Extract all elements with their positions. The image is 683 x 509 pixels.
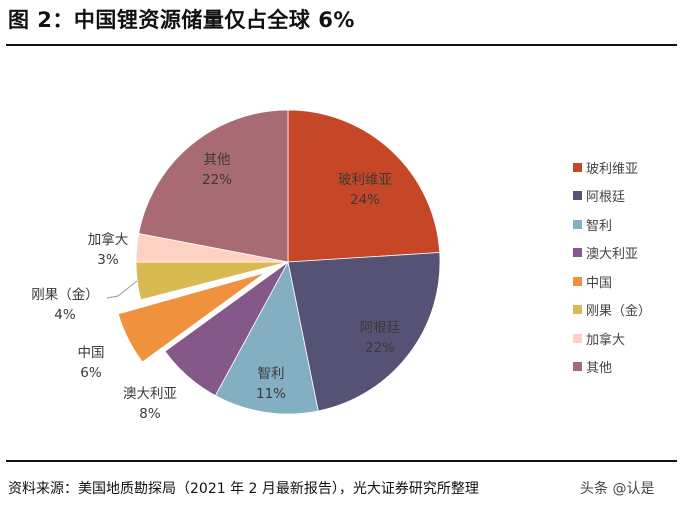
legend-item-canada: 加拿大 <box>573 324 651 353</box>
label-australia-pct: 8% <box>139 406 161 422</box>
legend-label: 其他 <box>586 361 613 377</box>
legend-item-other: 其他 <box>573 353 651 382</box>
legend-item-chile: 智利 <box>573 210 651 239</box>
chart-title: 图 2：中国锂资源储量仅占全球 6% <box>8 8 355 32</box>
chart-legend: 玻利维亚 阿根廷 智利 澳大利亚 中国 刚果（金） 加拿大 其他 <box>573 153 651 381</box>
slice-australia <box>164 261 289 397</box>
legend-label: 智利 <box>586 218 613 234</box>
label-argentina-name: 阿根廷 <box>359 320 401 336</box>
label-congo-pct: 4% <box>54 307 76 323</box>
legend-label: 加拿大 <box>586 332 626 348</box>
leader-line-congo <box>106 280 138 299</box>
slice-china <box>117 272 266 363</box>
bottom-divider <box>6 460 677 462</box>
legend-swatch <box>573 276 582 286</box>
slice-chile <box>214 260 319 415</box>
label-china-name: 中国 <box>77 345 105 361</box>
legend-swatch <box>573 248 582 258</box>
legend-swatch <box>573 219 582 229</box>
label-china-pct: 6% <box>80 365 102 381</box>
legend-swatch <box>573 362 582 372</box>
legend-label: 刚果（金） <box>586 304 652 320</box>
legend-label: 玻利维亚 <box>586 161 639 177</box>
source-note: 资料来源：美国地质勘探局（2021 年 2 月最新报告），光大证券研究所整理 <box>8 481 479 497</box>
legend-swatch <box>573 305 582 315</box>
legend-swatch <box>573 333 582 343</box>
label-canada-name: 加拿大 <box>87 232 129 248</box>
legend-label: 阿根廷 <box>586 190 626 206</box>
legend-item-china: 中国 <box>573 267 651 296</box>
label-bolivia-name: 玻利维亚 <box>338 172 392 188</box>
legend-item-australia: 澳大利亚 <box>573 239 651 268</box>
legend-label: 中国 <box>586 275 613 291</box>
label-australia-name: 澳大利亚 <box>123 386 177 402</box>
legend-item-argentina: 阿根廷 <box>573 182 651 211</box>
label-other-name: 其他 <box>203 152 231 168</box>
legend-swatch <box>573 162 582 172</box>
legend-label: 澳大利亚 <box>586 247 639 263</box>
legend-item-congo: 刚果（金） <box>573 296 651 325</box>
label-congo-name: 刚果（金） <box>31 287 99 303</box>
watermark: 头条 @认是 <box>580 481 655 497</box>
label-chile-pct: 11% <box>255 386 286 402</box>
label-bolivia-pct: 24% <box>349 192 380 208</box>
label-argentina-pct: 22% <box>364 340 395 356</box>
legend-swatch <box>573 191 582 201</box>
top-divider <box>6 44 677 46</box>
label-chile-name: 智利 <box>257 366 285 382</box>
slice-other <box>138 109 289 263</box>
label-other-pct: 22% <box>201 172 232 188</box>
slice-argentina <box>287 252 441 412</box>
label-canada-pct: 3% <box>97 252 119 268</box>
legend-item-bolivia: 玻利维亚 <box>573 153 651 182</box>
slice-bolivia <box>287 109 441 263</box>
